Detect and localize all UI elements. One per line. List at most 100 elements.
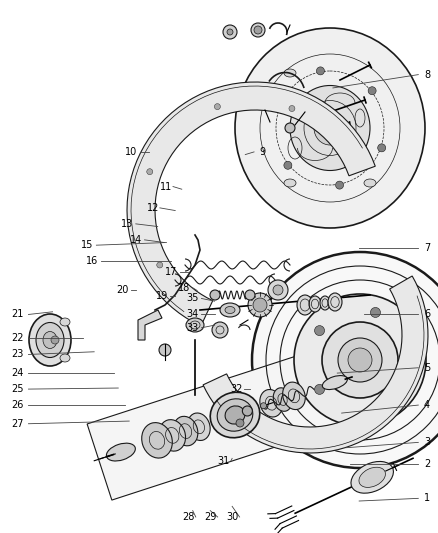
Ellipse shape [60, 354, 70, 362]
Ellipse shape [297, 295, 313, 315]
Text: 12: 12 [147, 203, 159, 213]
Circle shape [285, 123, 295, 133]
Circle shape [227, 29, 233, 35]
Text: 24: 24 [11, 368, 24, 378]
Text: 14: 14 [130, 235, 142, 245]
Circle shape [405, 355, 415, 365]
Text: 5: 5 [424, 363, 430, 373]
Ellipse shape [225, 406, 245, 424]
Ellipse shape [186, 318, 204, 332]
Circle shape [348, 348, 372, 372]
Text: 2: 2 [424, 459, 430, 469]
Circle shape [223, 25, 237, 39]
Text: 28: 28 [182, 512, 194, 522]
Circle shape [252, 252, 438, 468]
Ellipse shape [364, 179, 376, 187]
Ellipse shape [260, 390, 283, 417]
Polygon shape [203, 276, 428, 453]
Circle shape [268, 280, 288, 300]
Ellipse shape [359, 467, 385, 487]
Text: 1: 1 [424, 494, 430, 503]
Ellipse shape [309, 296, 321, 312]
Circle shape [242, 406, 252, 416]
Ellipse shape [351, 462, 393, 493]
Ellipse shape [173, 416, 198, 446]
Ellipse shape [328, 293, 342, 311]
Ellipse shape [60, 318, 70, 326]
Circle shape [338, 338, 382, 382]
Ellipse shape [220, 303, 240, 317]
Text: 32: 32 [230, 384, 243, 394]
Ellipse shape [210, 392, 260, 438]
Ellipse shape [217, 399, 253, 431]
Ellipse shape [106, 443, 135, 461]
Text: 15: 15 [81, 240, 94, 250]
Text: 27: 27 [11, 419, 24, 429]
Ellipse shape [322, 376, 347, 390]
Text: 34: 34 [187, 310, 199, 319]
Ellipse shape [43, 332, 57, 349]
Circle shape [314, 326, 325, 336]
Circle shape [51, 336, 59, 344]
Text: 30: 30 [226, 512, 238, 522]
Ellipse shape [284, 179, 296, 187]
Circle shape [261, 403, 267, 409]
Text: 29: 29 [204, 512, 216, 522]
Circle shape [236, 419, 244, 427]
Text: 22: 22 [11, 334, 24, 343]
Text: 13: 13 [121, 219, 133, 229]
Text: 18: 18 [178, 283, 190, 293]
Circle shape [245, 290, 255, 300]
Text: 26: 26 [11, 400, 24, 410]
Text: 7: 7 [424, 243, 430, 253]
Circle shape [336, 181, 343, 189]
Text: 17: 17 [165, 267, 177, 277]
Circle shape [371, 308, 381, 318]
Ellipse shape [320, 296, 330, 310]
Text: 21: 21 [11, 310, 24, 319]
Text: 3: 3 [424, 438, 430, 447]
Text: 25: 25 [11, 384, 24, 394]
Text: 33: 33 [187, 323, 199, 333]
Ellipse shape [159, 419, 186, 451]
Circle shape [253, 298, 267, 312]
Ellipse shape [187, 413, 210, 440]
Circle shape [210, 290, 220, 300]
Ellipse shape [29, 314, 71, 366]
Circle shape [157, 262, 163, 268]
Text: 35: 35 [187, 294, 199, 303]
Ellipse shape [314, 111, 346, 145]
Circle shape [322, 322, 398, 398]
Text: 23: 23 [11, 350, 24, 359]
Circle shape [284, 161, 292, 169]
Polygon shape [127, 82, 375, 326]
Circle shape [314, 384, 325, 394]
Circle shape [273, 285, 283, 295]
Text: 11: 11 [160, 182, 173, 191]
Text: 19: 19 [156, 291, 168, 301]
Ellipse shape [235, 28, 425, 228]
Circle shape [294, 294, 426, 426]
Text: 9: 9 [260, 147, 266, 157]
Circle shape [147, 168, 153, 175]
Ellipse shape [283, 382, 305, 409]
Polygon shape [138, 310, 162, 340]
Text: 6: 6 [424, 310, 430, 319]
Ellipse shape [284, 69, 296, 77]
Polygon shape [87, 336, 383, 500]
Circle shape [368, 87, 376, 95]
Circle shape [346, 146, 354, 154]
Circle shape [378, 144, 386, 152]
Text: 4: 4 [424, 400, 430, 410]
Text: 20: 20 [117, 286, 129, 295]
Circle shape [289, 106, 295, 111]
Circle shape [274, 104, 283, 112]
Text: 31: 31 [217, 456, 230, 466]
Circle shape [159, 344, 171, 356]
Ellipse shape [290, 85, 370, 171]
Circle shape [316, 67, 325, 75]
Circle shape [248, 293, 272, 317]
Ellipse shape [36, 322, 64, 358]
Circle shape [254, 26, 262, 34]
Text: 10: 10 [125, 147, 138, 157]
